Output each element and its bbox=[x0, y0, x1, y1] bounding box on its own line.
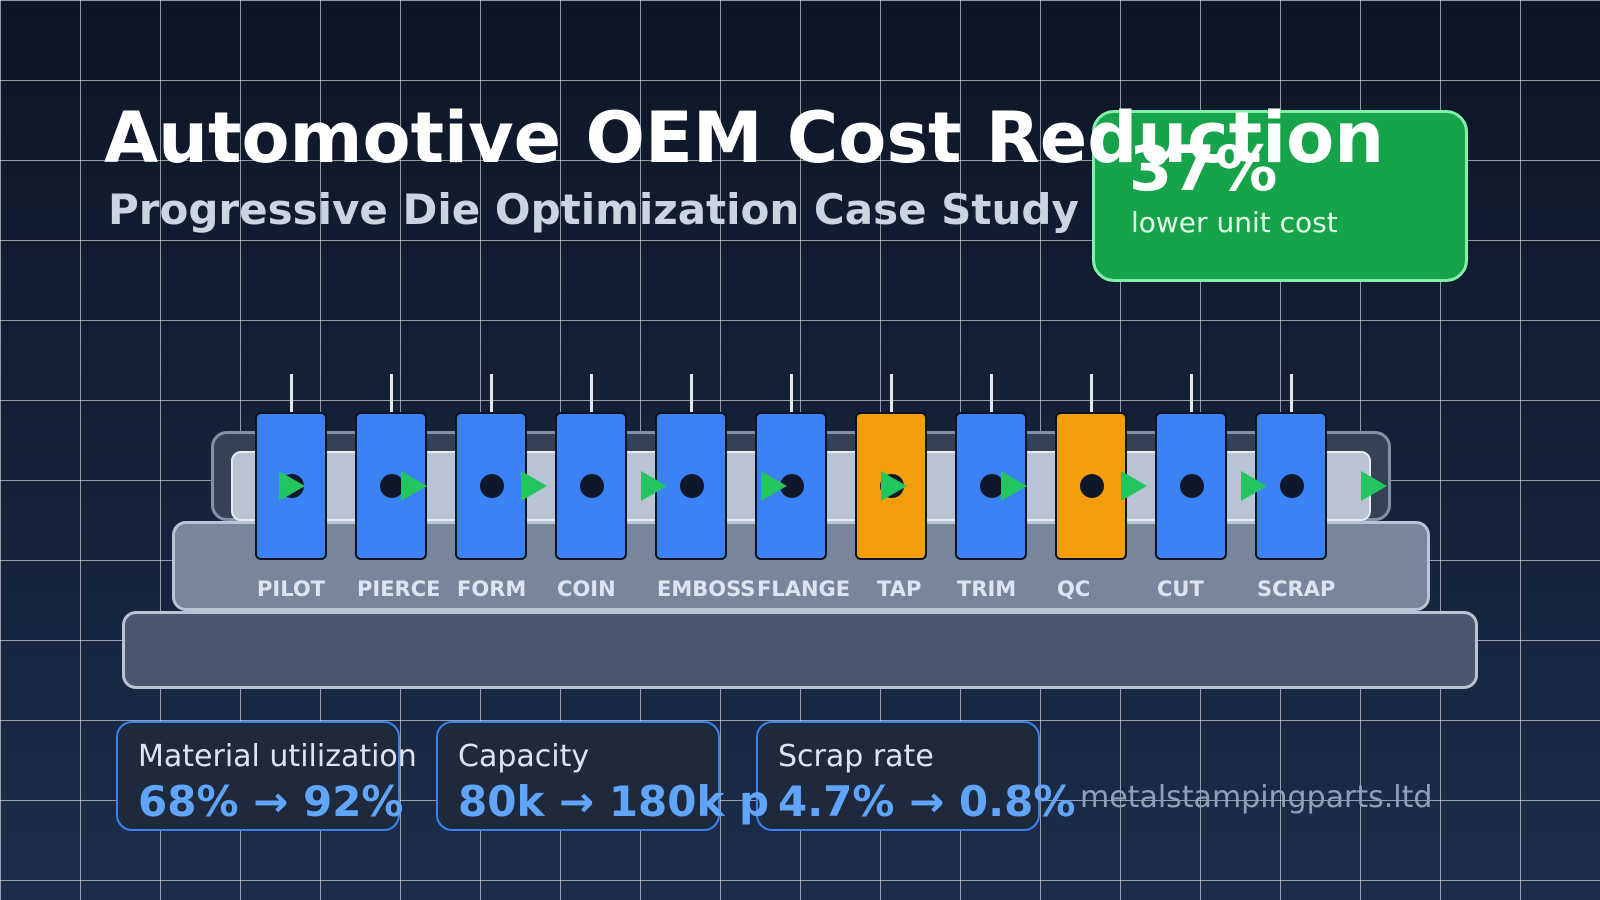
station-label: COIN bbox=[557, 577, 616, 601]
station-rod bbox=[690, 374, 693, 412]
savings-badge-label: lower unit cost bbox=[1131, 206, 1338, 239]
station-cut bbox=[1155, 412, 1227, 560]
station-rod bbox=[590, 374, 593, 412]
station-rod bbox=[790, 374, 793, 412]
pilot-hole bbox=[580, 474, 604, 498]
pilot-hole bbox=[680, 474, 704, 498]
station-label: FORM bbox=[457, 577, 527, 601]
flow-arrow-icon bbox=[279, 471, 305, 501]
station-rod bbox=[490, 374, 493, 412]
station-label: PIERCE bbox=[357, 577, 441, 601]
station-label: QC bbox=[1057, 577, 1091, 601]
metric-card bbox=[116, 721, 400, 831]
station-rod bbox=[1290, 374, 1293, 412]
metric-card bbox=[756, 721, 1040, 831]
station-label: FLANGE bbox=[757, 577, 851, 601]
flow-arrow-icon bbox=[1001, 471, 1027, 501]
page-title: Automotive OEM Cost Reduction bbox=[104, 97, 1385, 179]
flow-arrow-icon bbox=[881, 471, 907, 501]
watermark: metalstampingparts.ltd bbox=[1080, 780, 1433, 815]
station-qc bbox=[1055, 412, 1127, 560]
station-rod bbox=[390, 374, 393, 412]
flow-arrow-icon bbox=[1361, 471, 1387, 501]
station-label: CUT bbox=[1157, 577, 1204, 601]
metric-label: Scrap rate bbox=[778, 739, 934, 774]
station-rod bbox=[1090, 374, 1093, 412]
station-coin bbox=[555, 412, 627, 560]
station-rod bbox=[990, 374, 993, 412]
station-rod bbox=[290, 374, 293, 412]
station-rod bbox=[1190, 374, 1193, 412]
station-label: TAP bbox=[877, 577, 922, 601]
station-label: PILOT bbox=[257, 577, 326, 601]
page-subtitle: Progressive Die Optimization Case Study bbox=[108, 185, 1079, 234]
flow-arrow-icon bbox=[401, 471, 427, 501]
flow-arrow-icon bbox=[761, 471, 787, 501]
pilot-hole bbox=[1080, 474, 1104, 498]
flow-arrow-icon bbox=[1241, 471, 1267, 501]
metric-value: 80k → 180k p bbox=[458, 777, 770, 826]
metric-value: 68% → 92% bbox=[138, 777, 404, 826]
flow-arrow-icon bbox=[641, 471, 667, 501]
station-label: SCRAP bbox=[1257, 577, 1336, 601]
pilot-hole bbox=[1280, 474, 1304, 498]
flow-arrow-icon bbox=[521, 471, 547, 501]
metric-card bbox=[436, 721, 720, 831]
station-label: EMBOSS bbox=[657, 577, 756, 601]
pilot-hole bbox=[1180, 474, 1204, 498]
pilot-hole bbox=[480, 474, 504, 498]
station-rod bbox=[890, 374, 893, 412]
metric-label: Material utilization bbox=[138, 739, 417, 774]
station-label: TRIM bbox=[957, 577, 1017, 601]
station-form bbox=[455, 412, 527, 560]
press-bed-base bbox=[122, 611, 1478, 689]
metric-value: 4.7% → 0.8% bbox=[778, 777, 1076, 826]
flow-arrow-icon bbox=[1121, 471, 1147, 501]
metric-label: Capacity bbox=[458, 739, 590, 774]
